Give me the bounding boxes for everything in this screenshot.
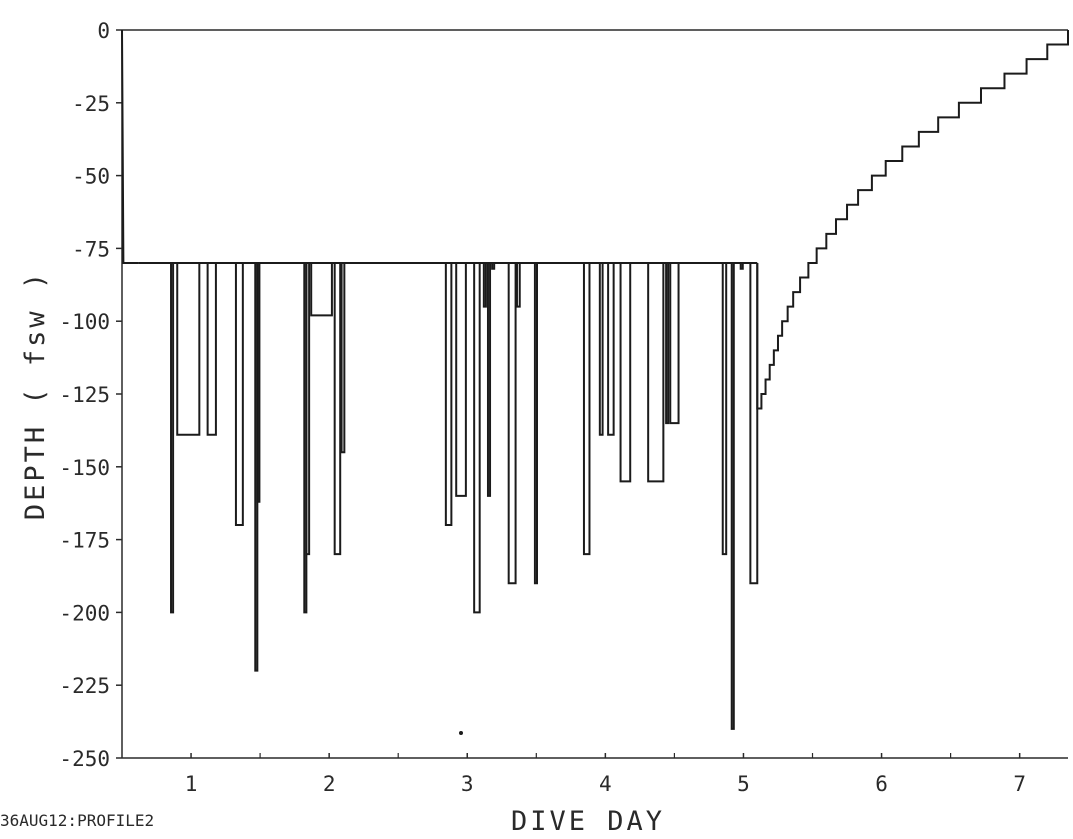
y-tick-label: 0 <box>97 19 110 43</box>
excursion-dive <box>607 262 615 436</box>
excursion-dive <box>721 262 728 556</box>
excursion-dive <box>340 262 346 454</box>
y-tick-label: -25 <box>72 92 110 116</box>
y-tick-label: -75 <box>72 237 110 261</box>
x-tick-label: 7 <box>1013 772 1026 796</box>
y-tick-label: -225 <box>59 674 110 698</box>
excursion-dive <box>234 262 244 527</box>
excursion-dive <box>582 262 591 556</box>
excursion-dive <box>515 262 521 308</box>
excursion-dive <box>305 262 311 556</box>
excursion-dive <box>730 262 735 730</box>
excursion-dive <box>444 262 453 527</box>
excursion-dive <box>533 262 538 585</box>
excursion-dive <box>170 262 175 614</box>
excursion-dive <box>486 262 492 497</box>
y-tick-label: -150 <box>59 456 110 480</box>
excursion-dive <box>256 262 261 503</box>
excursion-dive <box>176 262 201 436</box>
x-axis-ticks: 1 2 3 4 5 6 7 <box>185 753 1026 796</box>
y-tick-label: -125 <box>59 383 110 407</box>
y-tick-label: -175 <box>59 529 110 553</box>
excursion-dive <box>482 262 487 308</box>
excursion-dive <box>749 262 759 585</box>
x-tick-label: 1 <box>185 772 198 796</box>
y-axis-title: DEPTH ( fsw ) <box>20 270 51 520</box>
decompression-staircase <box>756 30 1069 410</box>
y-tick-label: -100 <box>59 310 110 334</box>
excursion-dive <box>647 262 665 483</box>
depth-profile-series <box>121 29 1069 730</box>
plot-file-id: 36AUG12:PROFILE2 <box>0 811 154 830</box>
x-tick-label: 2 <box>323 772 336 796</box>
descent-line <box>121 29 139 264</box>
excursion-dive <box>206 262 217 436</box>
excursion-dive <box>598 262 604 436</box>
excursion-dive <box>669 262 680 425</box>
y-axis-ticks: 0 -25 -50 -75 -100 -125 -150 -175 -200 -225 -250 <box>59 19 122 771</box>
x-tick-label: 3 <box>461 772 474 796</box>
x-tick-label: 4 <box>599 772 612 796</box>
excursion-dive <box>619 262 632 483</box>
excursion-dive <box>665 262 670 425</box>
excursion-dive <box>455 262 467 497</box>
excursion-dive <box>491 262 496 270</box>
x-tick-label: 5 <box>737 772 750 796</box>
y-tick-label: -200 <box>59 601 110 625</box>
x-axis-title: DIVE DAY <box>511 806 665 837</box>
excursion-dive <box>507 262 517 585</box>
excursion-dive <box>739 262 744 270</box>
stray-dot <box>459 731 463 735</box>
y-tick-label: -250 <box>59 747 110 771</box>
excursion-dive <box>473 262 481 614</box>
x-tick-label: 6 <box>875 772 888 796</box>
excursion-dive <box>333 262 342 556</box>
excursion-dive <box>310 262 333 317</box>
y-tick-label: -50 <box>72 165 110 189</box>
